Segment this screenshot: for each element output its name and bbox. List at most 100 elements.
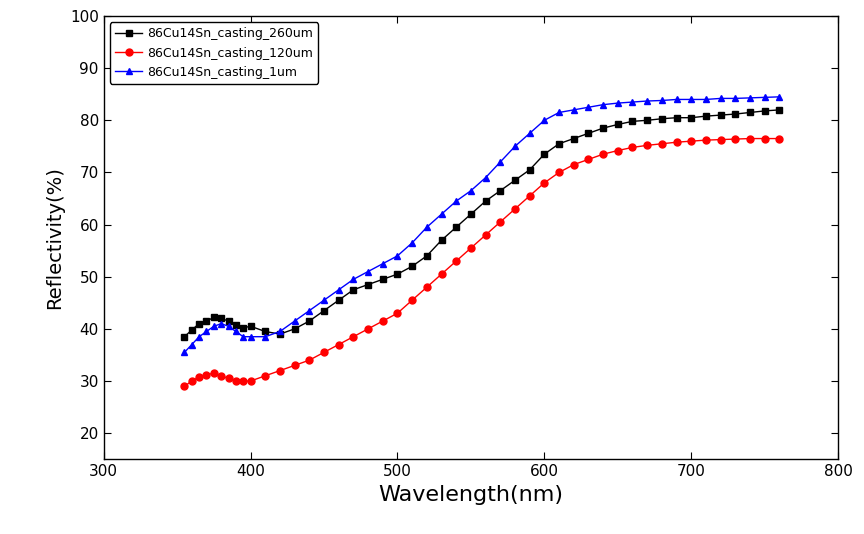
- 86Cu14Sn_casting_120um: [436, 271, 447, 277]
- 86Cu14Sn_casting_120um: [569, 161, 579, 168]
- 86Cu14Sn_casting_260um: [334, 297, 344, 303]
- Line: 86Cu14Sn_casting_1um: 86Cu14Sn_casting_1um: [181, 93, 783, 356]
- 86Cu14Sn_casting_120um: [583, 156, 594, 163]
- 86Cu14Sn_casting_120um: [216, 373, 226, 379]
- 86Cu14Sn_casting_260um: [378, 276, 388, 282]
- 86Cu14Sn_casting_120um: [510, 206, 520, 212]
- 86Cu14Sn_casting_1um: [319, 297, 329, 303]
- 86Cu14Sn_casting_120um: [539, 179, 550, 186]
- 86Cu14Sn_casting_120um: [495, 219, 505, 225]
- 86Cu14Sn_casting_1um: [627, 99, 638, 105]
- 86Cu14Sn_casting_260um: [187, 327, 197, 333]
- 86Cu14Sn_casting_260um: [524, 167, 535, 173]
- 86Cu14Sn_casting_260um: [701, 113, 711, 119]
- 86Cu14Sn_casting_1um: [730, 95, 740, 101]
- 86Cu14Sn_casting_260um: [495, 187, 505, 194]
- 86Cu14Sn_casting_260um: [451, 224, 461, 230]
- 86Cu14Sn_casting_260um: [745, 109, 755, 116]
- 86Cu14Sn_casting_260um: [554, 140, 564, 147]
- 86Cu14Sn_casting_120um: [208, 370, 219, 376]
- Legend: 86Cu14Sn_casting_260um, 86Cu14Sn_casting_120um, 86Cu14Sn_casting_1um: 86Cu14Sn_casting_260um, 86Cu14Sn_casting…: [110, 22, 318, 84]
- 86Cu14Sn_casting_260um: [289, 326, 300, 332]
- 86Cu14Sn_casting_260um: [216, 315, 226, 321]
- 86Cu14Sn_casting_260um: [319, 308, 329, 314]
- 86Cu14Sn_casting_260um: [194, 320, 204, 327]
- 86Cu14Sn_casting_260um: [392, 271, 403, 277]
- 86Cu14Sn_casting_1um: [642, 98, 652, 104]
- 86Cu14Sn_casting_260um: [201, 318, 212, 324]
- 86Cu14Sn_casting_120um: [245, 378, 256, 384]
- 86Cu14Sn_casting_120um: [238, 378, 248, 384]
- 86Cu14Sn_casting_1um: [180, 349, 190, 356]
- 86Cu14Sn_casting_1um: [275, 328, 285, 335]
- 86Cu14Sn_casting_260um: [774, 107, 785, 113]
- 86Cu14Sn_casting_1um: [223, 323, 233, 329]
- 86Cu14Sn_casting_120um: [275, 367, 285, 374]
- 86Cu14Sn_casting_260um: [208, 314, 219, 320]
- 86Cu14Sn_casting_1um: [759, 94, 770, 100]
- 86Cu14Sn_casting_260um: [510, 177, 520, 184]
- 86Cu14Sn_casting_120um: [231, 378, 241, 384]
- 86Cu14Sn_casting_260um: [180, 334, 190, 340]
- 86Cu14Sn_casting_1um: [407, 240, 417, 246]
- 86Cu14Sn_casting_260um: [223, 318, 233, 324]
- 86Cu14Sn_casting_120um: [759, 135, 770, 142]
- 86Cu14Sn_casting_1um: [583, 104, 594, 111]
- 86Cu14Sn_casting_120um: [180, 383, 190, 389]
- 86Cu14Sn_casting_120um: [201, 372, 212, 378]
- 86Cu14Sn_casting_1um: [774, 93, 785, 100]
- 86Cu14Sn_casting_260um: [657, 115, 667, 122]
- 86Cu14Sn_casting_120um: [701, 137, 711, 143]
- 86Cu14Sn_casting_1um: [304, 308, 314, 314]
- 86Cu14Sn_casting_120um: [554, 169, 564, 176]
- 86Cu14Sn_casting_120um: [671, 139, 682, 145]
- 86Cu14Sn_casting_260um: [363, 281, 373, 288]
- 86Cu14Sn_casting_1um: [598, 101, 608, 108]
- 86Cu14Sn_casting_120um: [642, 142, 652, 148]
- 86Cu14Sn_casting_1um: [348, 276, 359, 282]
- 86Cu14Sn_casting_120um: [407, 297, 417, 303]
- 86Cu14Sn_casting_260um: [569, 135, 579, 142]
- 86Cu14Sn_casting_260um: [539, 151, 550, 158]
- 86Cu14Sn_casting_1um: [194, 334, 204, 340]
- 86Cu14Sn_casting_120um: [745, 135, 755, 142]
- 86Cu14Sn_casting_1um: [392, 253, 403, 259]
- 86Cu14Sn_casting_260um: [759, 108, 770, 114]
- 86Cu14Sn_casting_260um: [238, 325, 248, 331]
- 86Cu14Sn_casting_120um: [686, 138, 696, 144]
- 86Cu14Sn_casting_1um: [208, 323, 219, 329]
- 86Cu14Sn_casting_260um: [245, 323, 256, 329]
- 86Cu14Sn_casting_260um: [480, 198, 491, 205]
- 86Cu14Sn_casting_260um: [686, 114, 696, 121]
- 86Cu14Sn_casting_1um: [436, 211, 447, 217]
- 86Cu14Sn_casting_1um: [363, 268, 373, 274]
- 86Cu14Sn_casting_1um: [245, 334, 256, 340]
- 86Cu14Sn_casting_260um: [715, 112, 726, 119]
- 86Cu14Sn_casting_120um: [466, 245, 476, 252]
- 86Cu14Sn_casting_260um: [436, 237, 447, 244]
- 86Cu14Sn_casting_120um: [260, 373, 270, 379]
- 86Cu14Sn_casting_120um: [319, 349, 329, 356]
- 86Cu14Sn_casting_120um: [657, 140, 667, 147]
- 86Cu14Sn_casting_120um: [524, 193, 535, 199]
- 86Cu14Sn_casting_1um: [378, 261, 388, 267]
- 86Cu14Sn_casting_1um: [480, 175, 491, 181]
- Line: 86Cu14Sn_casting_120um: 86Cu14Sn_casting_120um: [181, 135, 783, 390]
- 86Cu14Sn_casting_260um: [407, 263, 417, 270]
- 86Cu14Sn_casting_260um: [613, 121, 623, 128]
- 86Cu14Sn_casting_120um: [334, 341, 344, 348]
- 86Cu14Sn_casting_1um: [657, 97, 667, 104]
- 86Cu14Sn_casting_1um: [216, 320, 226, 327]
- 86Cu14Sn_casting_1um: [554, 109, 564, 116]
- 86Cu14Sn_casting_1um: [201, 328, 212, 335]
- 86Cu14Sn_casting_260um: [275, 331, 285, 337]
- 86Cu14Sn_casting_260um: [730, 111, 740, 117]
- 86Cu14Sn_casting_120um: [422, 284, 432, 290]
- 86Cu14Sn_casting_120um: [304, 357, 314, 363]
- 86Cu14Sn_casting_1um: [701, 96, 711, 103]
- 86Cu14Sn_casting_260um: [260, 328, 270, 335]
- 86Cu14Sn_casting_120um: [613, 147, 623, 154]
- 86Cu14Sn_casting_120um: [223, 375, 233, 382]
- 86Cu14Sn_casting_1um: [231, 328, 241, 335]
- 86Cu14Sn_casting_1um: [539, 117, 550, 123]
